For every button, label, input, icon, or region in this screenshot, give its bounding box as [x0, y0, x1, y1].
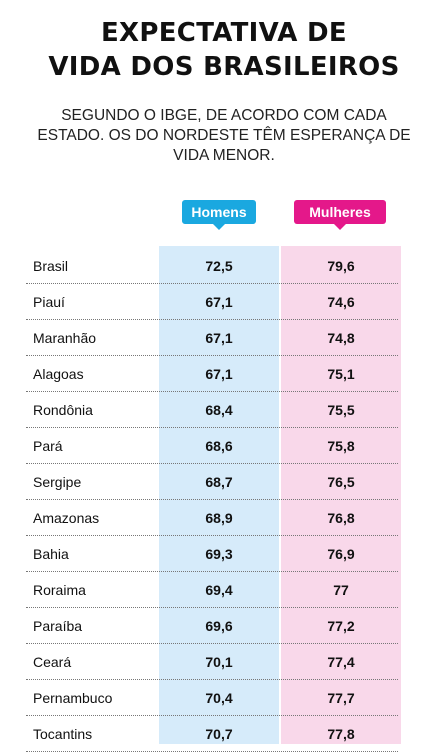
men-value: 72,5: [205, 258, 233, 274]
row-divider: [26, 607, 398, 608]
men-column-background: [159, 246, 279, 744]
row-divider: [26, 499, 398, 500]
women-value: 74,6: [327, 294, 355, 310]
women-value: 77,7: [327, 690, 355, 706]
women-column-background: [281, 246, 401, 744]
table-row: Rondônia 68,4 75,5: [0, 392, 448, 428]
table-row: Paraíba 69,6 77,2: [0, 608, 448, 644]
table-row: Alagoas 67,1 75,1: [0, 356, 448, 392]
women-value: 77: [333, 582, 349, 598]
state-label: Maranhão: [33, 330, 97, 346]
table-body: Brasil 72,5 79,6 Piauí 67,1 74,6 Maranhão 67,1 7…: [0, 248, 448, 752]
women-value: 77,2: [327, 618, 355, 634]
row-divider: [26, 643, 398, 644]
men-value: 69,6: [205, 618, 233, 634]
row-divider: [26, 715, 398, 716]
table-row: Tocantins 70,7 77,8: [0, 716, 448, 752]
women-value: 76,5: [327, 474, 355, 490]
men-value: 70,7: [205, 726, 233, 742]
table-row: Bahia 69,3 76,9: [0, 536, 448, 572]
state-label: Pernambuco: [33, 690, 113, 706]
chart-subtitle: SEGUNDO O IBGE, DE ACORDO COM CADA ESTAD…: [37, 107, 411, 164]
women-value: 75,5: [327, 402, 355, 418]
row-divider: [26, 355, 398, 356]
state-label: Brasil: [33, 258, 69, 274]
men-value: 67,1: [205, 366, 233, 382]
state-label: Paraíba: [33, 618, 83, 634]
men-value: 68,7: [205, 474, 233, 490]
women-value: 75,1: [327, 366, 355, 382]
table-row: Piauí 67,1 74,6: [0, 284, 448, 320]
row-divider: [26, 463, 398, 464]
row-divider: [26, 283, 398, 284]
men-value: 68,6: [205, 438, 233, 454]
chart-title: EXPECTATIVA DE VIDA DOS BRASILEIROS: [0, 16, 448, 84]
men-value: 67,1: [205, 330, 233, 346]
row-divider: [26, 571, 398, 572]
women-column-header: Mulheres: [294, 200, 386, 230]
title-line-1: EXPECTATIVA DE: [100, 18, 347, 48]
table-row: Roraima 69,4 77: [0, 572, 448, 608]
men-value: 70,4: [205, 690, 233, 706]
state-label: Ceará: [33, 654, 72, 670]
state-label: Piauí: [33, 294, 65, 310]
women-value: 74,8: [327, 330, 355, 346]
row-divider: [26, 427, 398, 428]
women-value: 77,8: [327, 726, 355, 742]
row-divider: [26, 535, 398, 536]
women-value: 77,4: [327, 654, 355, 670]
table-row: Maranhão 67,1 74,8: [0, 320, 448, 356]
table-row: Sergipe 68,7 76,5: [0, 464, 448, 500]
women-value: 76,9: [327, 546, 355, 562]
men-value: 67,1: [205, 294, 233, 310]
table-row: Brasil 72,5 79,6: [0, 248, 448, 284]
table-row: Ceará 70,1 77,4: [0, 644, 448, 680]
state-label: Sergipe: [33, 474, 82, 490]
table-row: Pernambuco 70,4 77,7: [0, 680, 448, 716]
state-label: Alagoas: [33, 366, 84, 382]
table-row: Amazonas 68,9 76,8: [0, 500, 448, 536]
state-label: Bahia: [33, 546, 69, 562]
women-value: 75,8: [327, 438, 355, 454]
men-column-header: Homens: [182, 200, 256, 230]
row-divider: [26, 679, 398, 680]
state-label: Pará: [33, 438, 63, 454]
state-label: Roraima: [33, 582, 86, 598]
state-label: Amazonas: [33, 510, 100, 526]
men-value: 70,1: [205, 654, 233, 670]
women-value: 76,8: [327, 510, 355, 526]
table-row: Pará 68,6 75,8: [0, 428, 448, 464]
state-label: Tocantins: [33, 726, 93, 742]
men-value: 68,4: [205, 402, 233, 418]
men-value: 69,4: [205, 582, 233, 598]
women-value: 79,6: [327, 258, 355, 274]
title-line-2: VIDA DOS BRASILEIROS: [48, 52, 400, 82]
state-label: Rondônia: [33, 402, 93, 418]
row-divider: [26, 391, 398, 392]
men-value: 69,3: [205, 546, 233, 562]
row-divider: [26, 319, 398, 320]
men-value: 68,9: [205, 510, 233, 526]
